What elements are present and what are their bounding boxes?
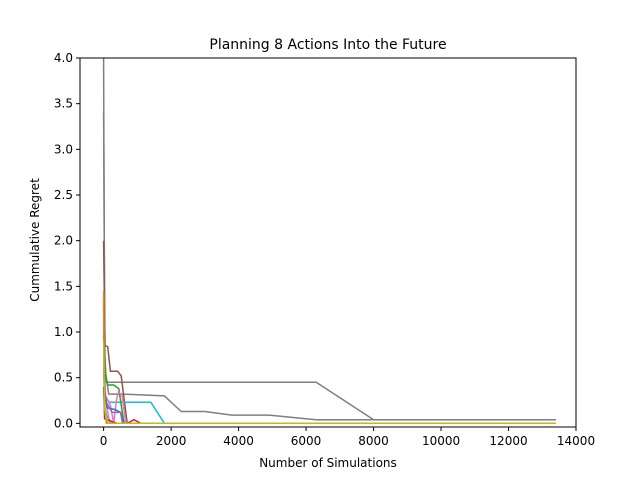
y-tick-label: 4.0 [54,51,73,65]
x-tick-label: 12000 [489,434,527,448]
series-layer [102,58,556,425]
y-tick-label: 0.5 [54,371,73,385]
y-tick-label: 2.5 [54,188,73,202]
y-tick-label: 2.0 [54,234,73,248]
x-tick-label: 2000 [156,434,187,448]
x-tick-label: 14000 [557,434,595,448]
x-tick-label: 0 [100,434,108,448]
x-tick-label: 4000 [223,434,254,448]
y-tick-label: 0.0 [54,416,73,430]
y-tick-label: 1.5 [54,279,73,293]
x-tick-label: 6000 [291,434,322,448]
series-line-13 [102,341,556,425]
plot-frame [79,57,577,428]
series-line-7 [102,359,556,425]
y-tick-label: 1.0 [54,325,73,339]
series-line-3 [102,240,556,425]
y-tick-label: 3.0 [54,142,73,156]
y-axis: 0.0 0.5 1.0 1.5 2.0 2.5 3.0 3.5 4.0 [54,51,80,430]
x-tick-label: 10000 [422,434,460,448]
y-axis-label: Cummulative Regret [28,178,42,302]
x-axis: 0 2000 4000 6000 8000 10000 12000 14000 [100,427,595,448]
x-tick-label: 8000 [358,434,389,448]
y-tick-label: 3.5 [54,97,73,111]
x-axis-label: Number of Simulations [259,456,397,470]
chart-title: Planning 8 Actions Into the Future [209,37,446,53]
